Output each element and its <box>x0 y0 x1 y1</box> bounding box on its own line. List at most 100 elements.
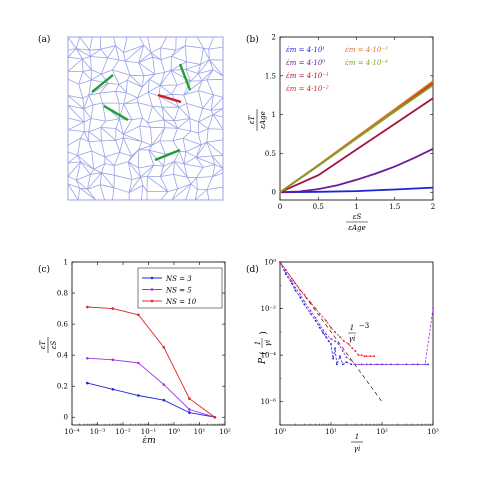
series-point-2 <box>284 269 287 271</box>
series-point-2 <box>213 415 217 419</box>
series-line-2 <box>87 306 216 418</box>
x-tick-label: 10³ <box>427 428 439 436</box>
legend-label-2: NS = 10 <box>165 298 197 306</box>
y-axis-label: P (1 γi) <box>254 331 272 365</box>
series-point-2 <box>347 343 350 345</box>
x-tick-label: 10² <box>219 428 231 436</box>
series-point-0 <box>381 363 383 366</box>
series-point-1 <box>322 329 324 331</box>
highlighted-edge-4 <box>154 148 181 162</box>
series-point-0 <box>318 326 321 329</box>
y-tick-label: 10⁻² <box>261 305 277 313</box>
y-tick-label: 1.5 <box>265 72 276 80</box>
x-axis-label-numerator: εS <box>353 213 362 221</box>
series-line-1 <box>279 261 434 365</box>
y-tick-label: 0 <box>64 414 68 422</box>
y-axis-label-paren-close: ) <box>258 331 269 335</box>
series-point-1 <box>350 359 353 362</box>
annotation-numerator: 1 <box>350 324 354 332</box>
x-tick-label: 10¹ <box>194 428 206 436</box>
series-point-2 <box>351 347 354 350</box>
series-point-2 <box>369 355 372 358</box>
x-axis-label-numerator: 1 <box>355 433 359 441</box>
series-point-2 <box>339 336 341 338</box>
series-point-2 <box>330 326 332 329</box>
y-tick-label: 0 <box>272 189 276 197</box>
series-point-0 <box>330 343 332 345</box>
series-point-2 <box>365 355 368 358</box>
x-tick-label: 0.5 <box>313 203 324 211</box>
y-axis-label-numerator: εT <box>248 114 256 124</box>
x-tick-label: 2 <box>431 203 435 211</box>
series-point-1 <box>309 309 312 312</box>
series-point-0 <box>334 347 336 350</box>
series-point-1 <box>162 383 166 386</box>
series-point-2 <box>360 354 363 357</box>
series-point-2 <box>357 354 360 357</box>
x-tick-label: 10⁻² <box>115 428 131 436</box>
series-point-2 <box>373 355 375 358</box>
x-tick-label: 10⁻¹ <box>141 428 157 436</box>
series-point-0 <box>416 363 419 366</box>
series-point-1 <box>86 356 89 360</box>
series-point-2 <box>314 307 317 310</box>
series-point-2 <box>162 346 166 349</box>
series-point-0 <box>332 357 335 360</box>
series-point-2 <box>86 305 89 309</box>
series-line-1 <box>279 147 434 194</box>
series-point-0 <box>325 336 327 338</box>
y-axis-label-symbol: P <box>258 357 268 365</box>
series-point-0 <box>111 387 115 391</box>
y-tick-label: 0.6 <box>57 321 69 329</box>
y-axis-label-paren-open: ( <box>258 351 269 355</box>
legend-label-1: NS = 5 <box>165 287 192 295</box>
x-tick-label: 10⁻³ <box>90 428 106 436</box>
y-tick-label: 0.4 <box>57 352 69 360</box>
series-point-1 <box>376 363 378 366</box>
panel-label-d: (d) <box>246 264 259 275</box>
y-tick-label: 0.8 <box>57 290 68 298</box>
y-axis-label: εT εAge <box>248 109 267 131</box>
series-point-0 <box>162 398 166 402</box>
y-tick-label: 1 <box>64 259 68 267</box>
series-point-2 <box>188 397 191 400</box>
x-tick-label: 0 <box>278 203 282 211</box>
x-tick-label: 10⁻⁴ <box>64 428 80 436</box>
legend-marker-2 <box>150 299 154 303</box>
series-point-0 <box>345 361 348 364</box>
y-tick-label: 2 <box>272 34 276 42</box>
series-point-0 <box>290 282 293 285</box>
legend-label-0: NS = 3 <box>165 275 192 283</box>
series-point-1 <box>137 361 140 365</box>
y-axis-label-arg-denominator: γi <box>264 340 272 346</box>
series-point-1 <box>411 363 414 366</box>
series-point-0 <box>299 296 302 299</box>
panel-label-c: (c) <box>38 264 50 275</box>
series-line-1 <box>87 357 216 418</box>
series-point-1 <box>299 293 302 296</box>
x-axis-label-denominator: εAge <box>348 224 365 232</box>
x-axis-label-denominator: γi <box>354 445 360 453</box>
series-point-1 <box>432 307 434 310</box>
y-axis-label-denominator: εS <box>50 341 58 350</box>
series-line-0 <box>279 261 429 366</box>
y-axis-label-denominator: εAge <box>259 111 267 128</box>
series-line-2 <box>279 97 434 194</box>
series-point-0 <box>188 411 191 414</box>
annotation-exponent: −3 <box>359 322 369 330</box>
highlighted-edge-1 <box>103 104 129 122</box>
series-point-2 <box>299 289 302 292</box>
plot-frame <box>279 261 434 426</box>
panel-label-a: (a) <box>38 34 50 45</box>
series-point-1 <box>354 363 357 366</box>
series-point-0 <box>405 363 408 366</box>
y-axis-label: εT εS <box>39 337 58 353</box>
panel-a-mesh <box>67 36 224 201</box>
series-line-5 <box>279 84 434 193</box>
x-tick-label: 10¹ <box>325 428 337 436</box>
series-point-1 <box>111 358 115 362</box>
legend-entry-left-2: ε̇m = 4·10⁻¹ <box>286 72 329 80</box>
series-point-2 <box>279 261 281 263</box>
series-point-2 <box>294 282 297 285</box>
